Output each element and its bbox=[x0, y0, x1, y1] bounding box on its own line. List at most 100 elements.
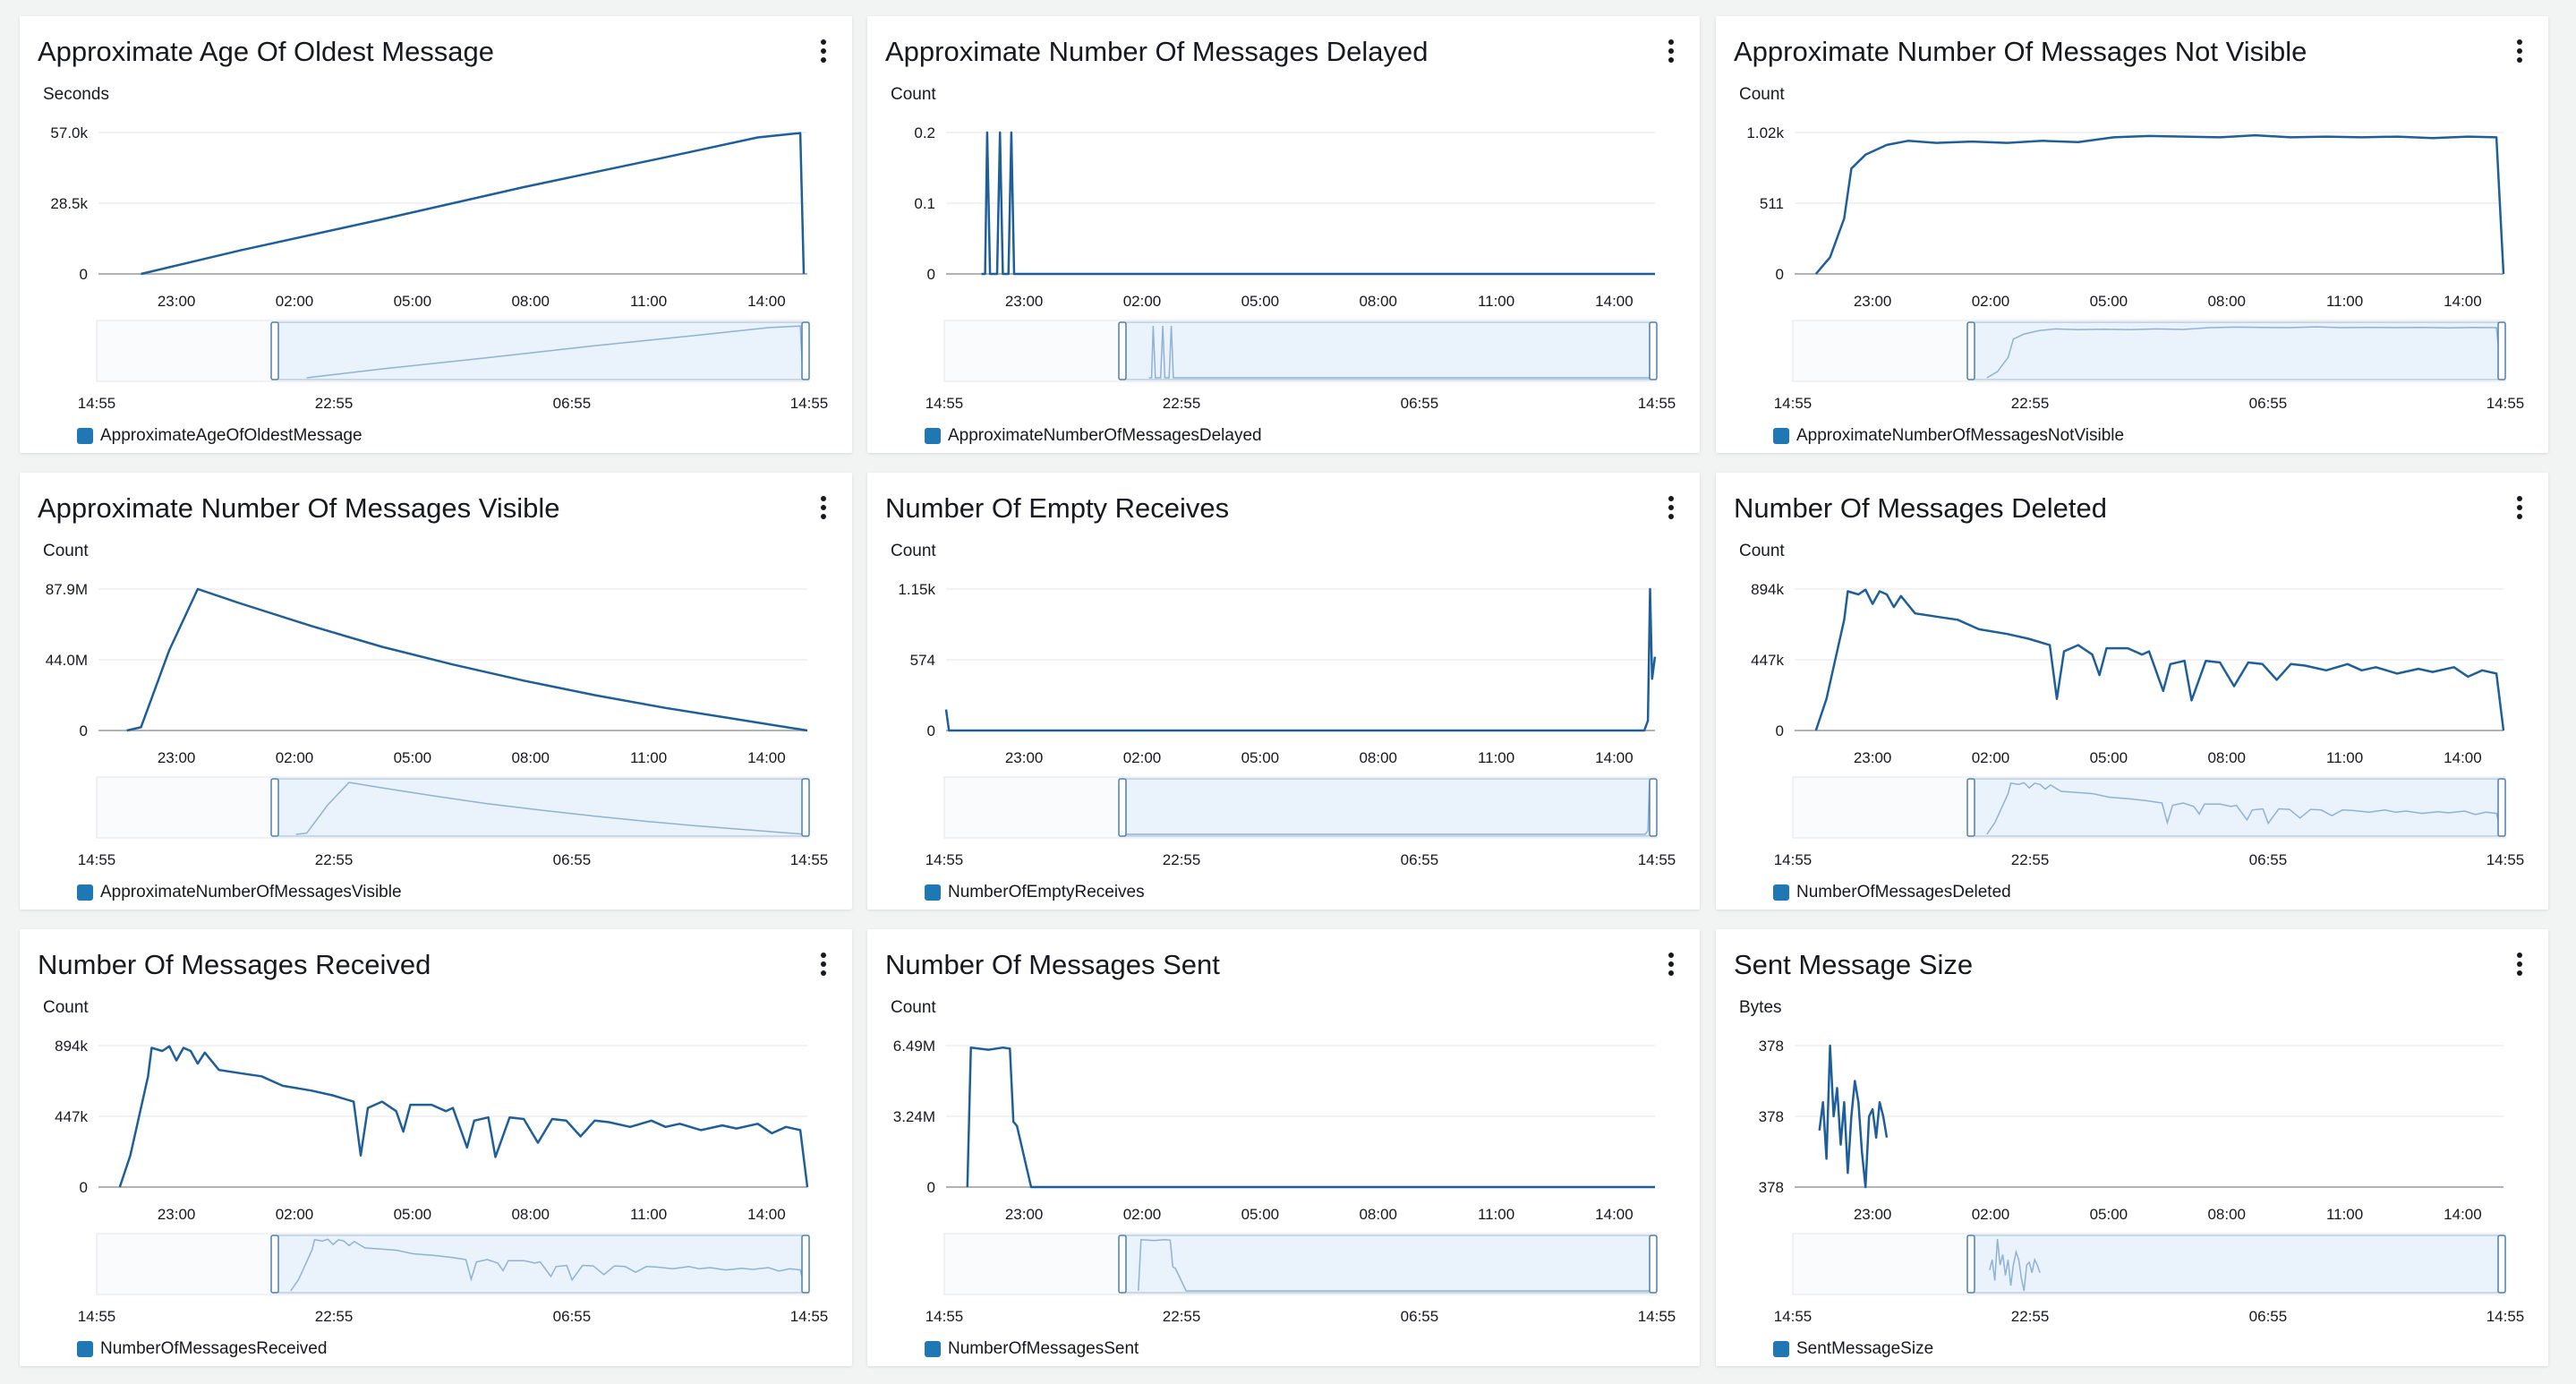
navigator-tick-label: 14:55 bbox=[1638, 395, 1676, 410]
legend-label: NumberOfMessagesDeleted bbox=[1796, 883, 2011, 901]
x-tick-label: 23:00 bbox=[158, 749, 196, 766]
x-tick-label: 05:00 bbox=[394, 749, 432, 766]
legend-item[interactable]: NumberOfMessagesDeleted bbox=[1773, 883, 2011, 902]
navigator-tick-label: 14:55 bbox=[1774, 1308, 1813, 1323]
navigator-handle[interactable] bbox=[270, 778, 279, 837]
y-tick-label: 0 bbox=[80, 266, 88, 283]
navigator-handle[interactable] bbox=[1966, 1234, 1975, 1294]
x-tick-label: 14:00 bbox=[1595, 749, 1633, 766]
widget-title: Sent Message Size bbox=[1734, 949, 1974, 980]
navigator-handle[interactable] bbox=[270, 321, 279, 380]
navigator-selection[interactable] bbox=[1970, 778, 2503, 837]
navigator-handle[interactable] bbox=[801, 321, 810, 380]
navigator-handle[interactable] bbox=[270, 1234, 279, 1294]
navigator-selection[interactable] bbox=[1970, 321, 2503, 380]
more-options-icon[interactable] bbox=[818, 953, 829, 979]
x-tick-label: 02:00 bbox=[276, 1206, 314, 1223]
series-line bbox=[126, 587, 808, 732]
x-tick-label: 05:00 bbox=[1241, 749, 1280, 766]
more-options-icon[interactable] bbox=[1666, 496, 1676, 523]
navigator-handle[interactable] bbox=[801, 1234, 810, 1294]
widget-title: Number Of Empty Receives bbox=[885, 492, 1230, 524]
navigator-tick-label: 14:55 bbox=[925, 1308, 964, 1323]
x-tick-label: 11:00 bbox=[630, 293, 667, 310]
chart-area: Count 0 447k 894k 23:00 02:00 05:00 08:00 11:00 1… bbox=[43, 998, 829, 1323]
legend-item[interactable]: NumberOfEmptyReceives bbox=[925, 883, 1145, 902]
x-tick-label: 02:00 bbox=[1123, 293, 1162, 310]
navigator-selection[interactable] bbox=[274, 778, 806, 837]
y-tick-label: 894k bbox=[1751, 581, 1784, 598]
chart-area: Count 0 44.0M 87.9M 23:00 02:00 05:00 08:00 11:0… bbox=[43, 542, 828, 867]
legend-swatch bbox=[77, 1341, 93, 1357]
navigator-handle[interactable] bbox=[1966, 321, 1975, 380]
navigator-selection[interactable] bbox=[274, 321, 806, 380]
legend-item[interactable]: ApproximateNumberOfMessagesDelayed bbox=[925, 426, 1262, 446]
more-options-icon[interactable] bbox=[818, 496, 829, 523]
navigator-handle[interactable] bbox=[2497, 321, 2506, 380]
legend-item[interactable]: ApproximateNumberOfMessagesVisible bbox=[77, 883, 402, 902]
y-tick-label: 0 bbox=[927, 266, 935, 283]
widget-title: Number Of Messages Sent bbox=[885, 949, 1220, 980]
navigator-selection[interactable] bbox=[1122, 778, 1654, 837]
navigator-selection[interactable] bbox=[274, 1234, 806, 1294]
x-tick-label: 05:00 bbox=[2090, 293, 2128, 310]
series-line bbox=[1818, 1044, 1889, 1189]
more-options-icon[interactable] bbox=[1666, 953, 1676, 979]
y-tick-label: 574 bbox=[910, 652, 935, 669]
navigator-handle[interactable] bbox=[1966, 778, 1975, 837]
navigator-handle[interactable] bbox=[1649, 321, 1658, 380]
legend-item[interactable]: ApproximateNumberOfMessagesNotVisible bbox=[1773, 426, 2124, 446]
navigator-series-line bbox=[295, 782, 806, 835]
y-tick-label: 1.02k bbox=[1746, 124, 1784, 141]
legend-item[interactable]: NumberOfMessagesSent bbox=[925, 1339, 1139, 1359]
more-options-icon[interactable] bbox=[818, 39, 829, 66]
navigator-selection[interactable] bbox=[1122, 321, 1654, 380]
y-tick-label: 0.2 bbox=[914, 124, 935, 141]
widget-5: Number Of Messages Deleted Count 0 447k 894k… bbox=[1716, 473, 2548, 910]
navigator-tick-label: 14:55 bbox=[2486, 1308, 2525, 1323]
y-tick-label: 3.24M bbox=[893, 1108, 935, 1125]
x-tick-label: 05:00 bbox=[1241, 1206, 1280, 1223]
navigator-handle[interactable] bbox=[2497, 1234, 2506, 1294]
navigator-series-line bbox=[1986, 782, 2503, 835]
y-axis-label: Count bbox=[43, 998, 89, 1017]
navigator-tick-label: 14:55 bbox=[790, 1308, 829, 1323]
legend-item[interactable]: SentMessageSize bbox=[1773, 1339, 1933, 1359]
x-tick-label: 11:00 bbox=[2326, 293, 2363, 310]
navigator-tick-label: 22:55 bbox=[2011, 851, 2050, 867]
series-line bbox=[1814, 588, 2505, 731]
navigator-handle[interactable] bbox=[1118, 778, 1127, 837]
navigator-handle[interactable] bbox=[801, 778, 810, 837]
widget-title: Approximate Number Of Messages Not Visib… bbox=[1734, 36, 2307, 67]
legend-swatch bbox=[77, 428, 93, 444]
navigator-series-line bbox=[1148, 325, 1653, 379]
x-tick-label: 14:00 bbox=[2444, 1206, 2482, 1223]
legend-item[interactable]: NumberOfMessagesReceived bbox=[77, 1339, 327, 1359]
widget-title: Number Of Messages Received bbox=[38, 949, 431, 980]
more-options-icon[interactable] bbox=[1666, 39, 1676, 66]
navigator-handle[interactable] bbox=[1118, 1234, 1127, 1294]
more-options-icon[interactable] bbox=[2514, 953, 2525, 979]
navigator-handle[interactable] bbox=[1649, 778, 1658, 837]
navigator-tick-label: 14:55 bbox=[1774, 851, 1813, 867]
navigator-handle[interactable] bbox=[2497, 778, 2506, 837]
navigator-tick-label: 14:55 bbox=[1774, 395, 1813, 410]
more-options-icon[interactable] bbox=[2514, 39, 2525, 66]
x-tick-label: 08:00 bbox=[1359, 749, 1397, 766]
widget-8: Sent Message Size Bytes 378 378 378 23:00 02:0… bbox=[1716, 929, 2548, 1366]
y-tick-label: 87.9M bbox=[46, 581, 88, 598]
navigator-handle[interactable] bbox=[1649, 1234, 1658, 1294]
navigator-handle[interactable] bbox=[1118, 321, 1127, 380]
navigator-selection[interactable] bbox=[1122, 1234, 1654, 1294]
navigator-tick-label: 22:55 bbox=[1163, 1308, 1201, 1323]
legend-swatch bbox=[925, 428, 941, 444]
chart-area: Count 0 3.24M 6.49M 23:00 02:00 05:00 08:00 11:0… bbox=[891, 998, 1676, 1323]
series-line bbox=[1814, 133, 2505, 275]
navigator-tick-label: 14:55 bbox=[1638, 851, 1676, 867]
more-options-icon[interactable] bbox=[2514, 496, 2525, 523]
navigator-selection[interactable] bbox=[1970, 1234, 2503, 1294]
y-tick-label: 894k bbox=[55, 1038, 88, 1055]
chart-area: Bytes 378 378 378 23:00 02:00 05:00 08:00 11:00 1… bbox=[1739, 998, 2525, 1323]
legend-item[interactable]: ApproximateAgeOfOldestMessage bbox=[77, 426, 363, 446]
widget-3: Approximate Number Of Messages Visible Co… bbox=[20, 473, 852, 910]
